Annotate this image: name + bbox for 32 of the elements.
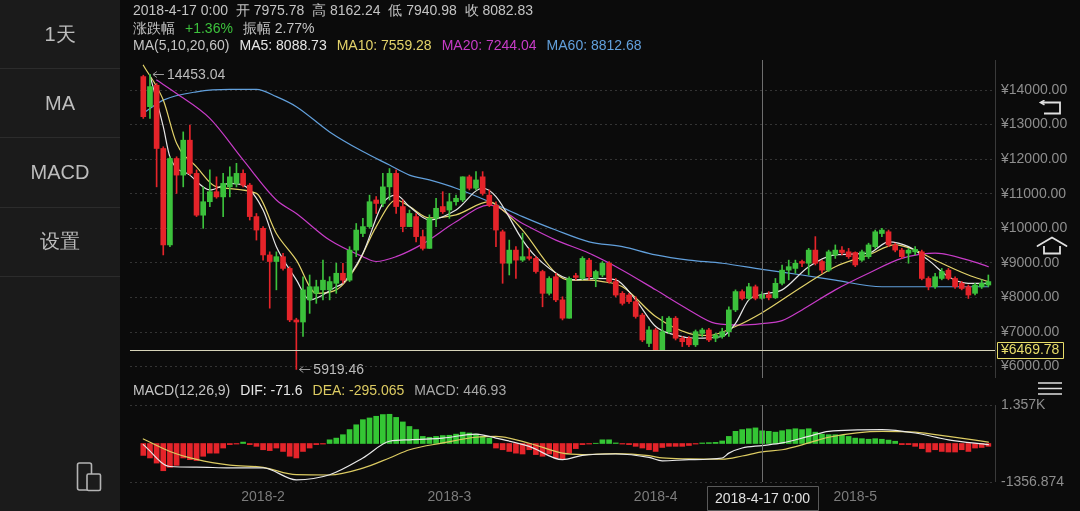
text: MA10: 7559.28 [336,37,432,53]
series-label: MACD: 446.93 [414,382,507,398]
y-tick-label: 1.357K [1001,395,1047,412]
x-tick-label: 2018-4 [633,488,678,505]
legend-title: MACD(12,26,9) [133,382,231,398]
y-tick-label: ¥12000.00 [1000,150,1068,167]
x-tick-label: 2018-2 [241,488,286,505]
y-tick-label: -1356.874 [1001,472,1065,489]
ref-line-label: 2018-4-17 0:00 [715,489,811,506]
text: MA60: 8812.68 [546,37,642,53]
legend-title: MA(5,10,20,60) [133,37,230,53]
text: 涨跌幅 [133,20,175,36]
annotation: 5919.46 [313,361,365,378]
y-tick-label: ¥13000.00 [1000,115,1068,132]
text: DEA: -295.065 [312,382,405,398]
y-tick-label: ¥7000.00 [1000,322,1060,339]
text: 振幅 2.77% [242,20,315,36]
text: MA5: 8088.73 [239,37,327,53]
y-tick-label: ¥8000.00 [1000,288,1060,305]
text: DIF: -71.6 [240,382,303,398]
text: +1.36% [185,20,233,36]
text: MA20: 7244.04 [441,37,537,53]
y-tick-label: ¥6469.78 [1000,341,1060,358]
text: 2018-4-17 0:00 开 7975.78 高 8162.24 低 7940.98 收 8082.83 [133,2,534,18]
y-tick-label: ¥9000.00 [1000,253,1060,270]
y-tick-label: ¥11000.00 [1000,184,1067,201]
annotation: 14453.04 [166,66,226,83]
x-tick-label: 2018-3 [427,488,472,505]
y-tick-label: ¥10000.00 [1000,219,1068,236]
x-tick-label: 2018-5 [833,488,878,505]
y-tick-label: ¥6000.00 [1000,357,1060,374]
y-tick-label: ¥14000.00 [1000,80,1068,97]
